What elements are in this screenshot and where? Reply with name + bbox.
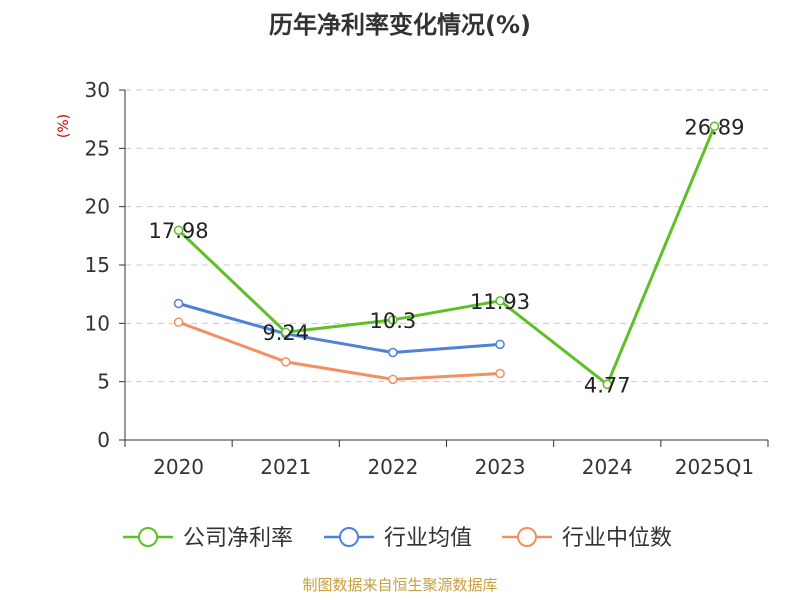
x-tick-label: 2022 [367,455,418,479]
legend-label: 行业均值 [384,526,472,551]
series-0 [173,121,720,390]
data-point [388,374,398,385]
x-tick-label: 2020 [153,455,204,479]
legend-label: 公司净利率 [183,526,293,551]
series-lines [173,121,720,390]
legend-label: 行业中位数 [562,526,672,551]
y-tick-label: 0 [97,428,110,452]
y-tick-labels: 0 5 10 15 20 25 30 [85,78,110,452]
legend-item: 公司净利率 [123,526,293,551]
source-note: 制图数据来自恒生聚源数据库 [302,576,497,594]
x-tick-label: 2024 [582,455,633,479]
legend-item: 行业中位数 [502,526,672,551]
legend-marker [339,527,359,547]
x-tick-label: 2021 [260,455,311,479]
data-label: 10.3 [370,309,417,333]
x-tick-labels: 2020 2021 2022 2023 2024 2025Q1 [153,455,754,479]
y-axis-label: (%) [56,114,72,138]
x-tick-label: 2023 [475,455,526,479]
data-point [173,225,184,235]
series-line [177,125,716,386]
axes [119,89,769,447]
data-point [281,357,291,367]
x-tick-label: 2025Q1 [675,455,754,479]
data-point [173,298,184,309]
data-label: 9.24 [262,321,309,345]
data-point [495,368,505,379]
data-point [388,315,398,325]
data-point [602,379,612,390]
data-label: 26.89 [684,115,744,139]
series-line [178,320,501,381]
legend-marker [138,527,158,547]
data-point [173,317,184,327]
y-tick-label: 25 [85,136,110,160]
y-tick-label: 30 [85,78,110,102]
chart-title: 历年净利率变化情况(%) [269,11,531,39]
grid-lines [125,89,768,383]
y-tick-label: 20 [85,195,110,219]
series-2 [173,317,505,385]
data-label: 17.98 [149,219,209,243]
data-point [495,296,505,306]
legend-item: 行业均值 [324,526,472,551]
data-label: 4.77 [584,373,631,397]
data-point [281,327,291,337]
y-tick-label: 10 [85,311,110,335]
data-label: 11.93 [470,290,530,314]
series-line [178,302,501,354]
data-point [495,339,505,350]
y-tick-label: 5 [97,370,110,394]
data-labels: 17.98 9.24 10.3 11.93 4.77 26.89 [149,115,745,397]
legend: 公司净利率 行业均值 行业中位数 [123,526,672,551]
data-point [388,347,398,358]
data-point [709,121,720,132]
legend-marker [517,527,537,547]
y-tick-label: 15 [85,253,110,277]
